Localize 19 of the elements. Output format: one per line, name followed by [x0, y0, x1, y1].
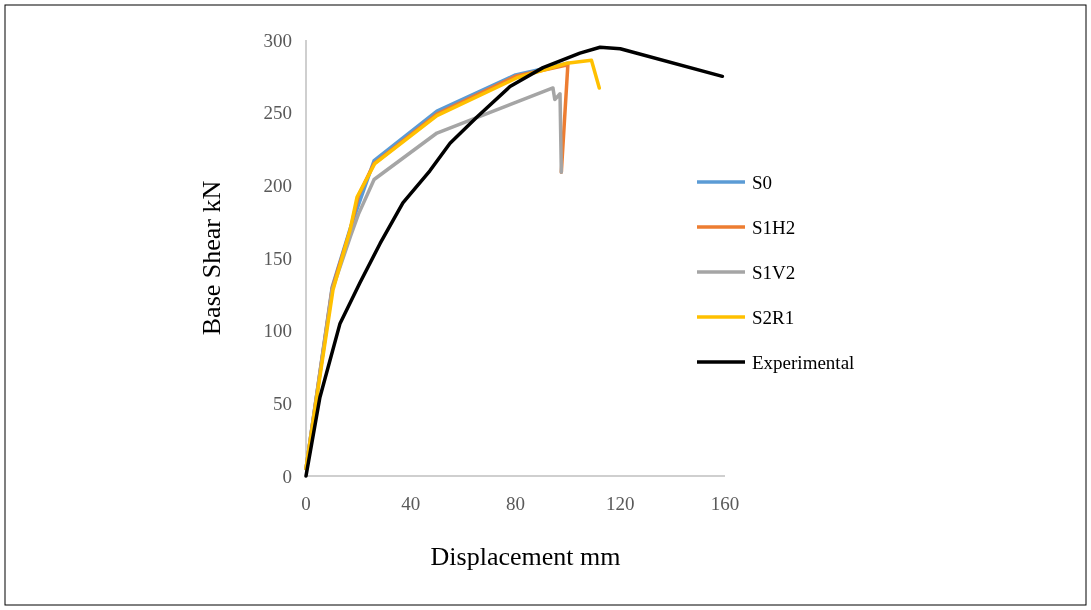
y-tick-label: 100 — [263, 320, 292, 342]
x-tick-label: 40 — [401, 493, 421, 514]
y-tick-label: 50 — [273, 392, 292, 414]
y-tick-label: 250 — [263, 102, 292, 124]
x-tick-label: 0 — [301, 493, 311, 514]
legend-label: S1V2 — [752, 261, 796, 283]
x-tick-label: 120 — [606, 493, 635, 514]
legend-label: Experimental — [752, 351, 855, 373]
y-tick-label: 0 — [282, 465, 292, 487]
y-tick-label: 150 — [263, 247, 292, 269]
x-tick-label: 80 — [506, 493, 525, 514]
legend-label: S0 — [752, 171, 773, 193]
x-axis-title: Displacement mm — [430, 542, 621, 571]
legend-label: S1H2 — [752, 216, 796, 238]
y-axis-title: Base Shear kN — [197, 180, 226, 336]
x-tick-label: 160 — [710, 493, 740, 514]
y-tick-label: 300 — [263, 29, 292, 51]
y-tick-label: 200 — [263, 174, 292, 196]
legend-label: S2R1 — [752, 306, 795, 328]
